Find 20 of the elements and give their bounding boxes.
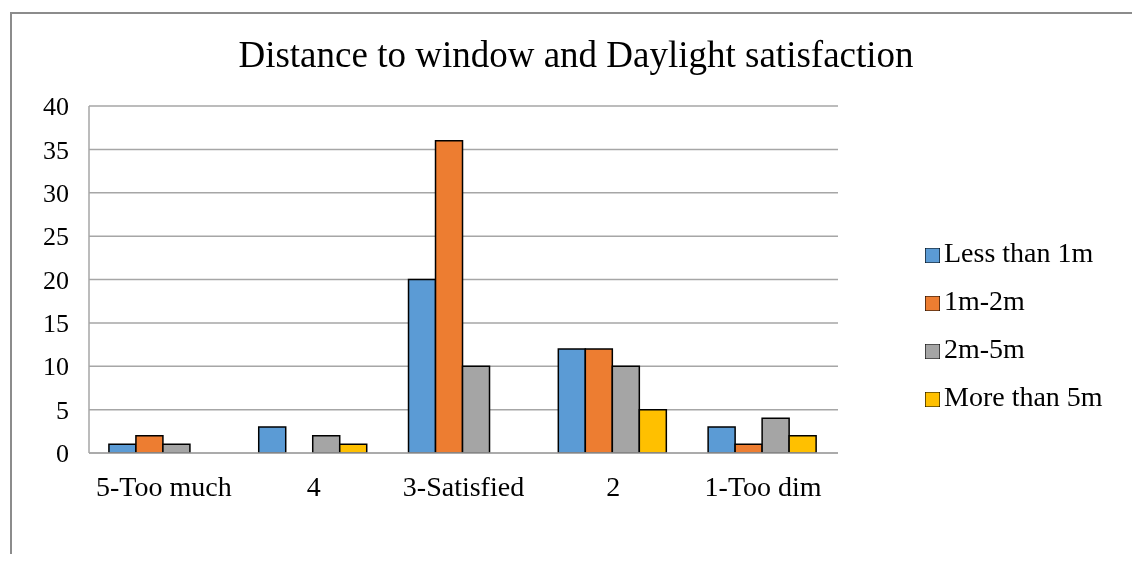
y-tick-label: 35 — [43, 135, 69, 165]
legend-label: More than 5m — [944, 381, 1103, 412]
legend-label: Less than 1m — [944, 237, 1094, 268]
y-tick-label: 15 — [43, 309, 69, 339]
y-tick-label: 0 — [56, 439, 69, 469]
y-tick-label: 5 — [56, 395, 69, 425]
legend-label: 2m-5m — [944, 333, 1025, 364]
chart-title: Distance to window and Daylight satisfaction — [237, 34, 915, 76]
y-tick-label: 30 — [43, 178, 69, 208]
y-tick-label: 25 — [43, 222, 69, 252]
x-tick-label: 5-Too much — [96, 470, 232, 502]
x-tick-label: 4 — [306, 470, 321, 502]
x-tick-label: 2 — [606, 470, 621, 502]
y-tick-label: 20 — [43, 265, 69, 295]
bar — [257, 426, 287, 453]
y-tick-label: 10 — [43, 352, 69, 382]
y-tick-label: 40 — [43, 92, 69, 122]
x-tick-label: 1-Too dim — [704, 470, 822, 502]
legend-label: 1m-2m — [944, 285, 1025, 316]
x-tick-label: 3-Satisfied — [402, 470, 525, 502]
